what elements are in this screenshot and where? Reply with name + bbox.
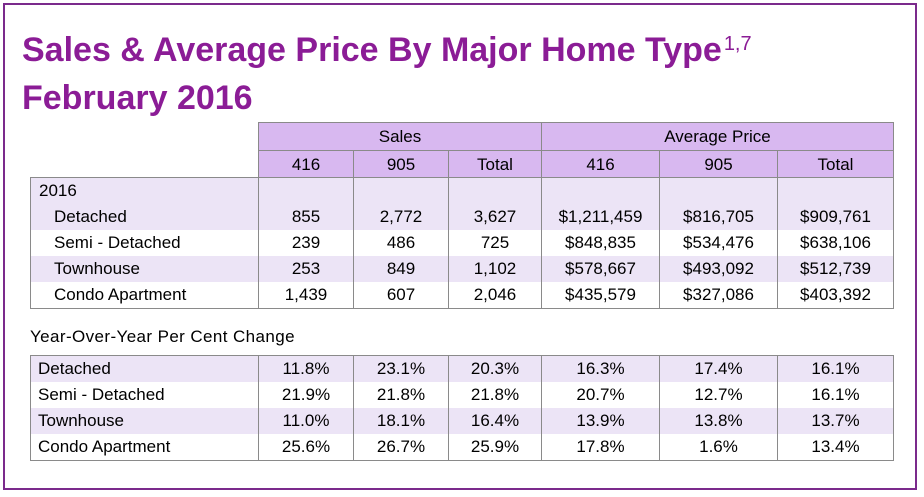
header-group-sales: Sales <box>258 122 542 151</box>
header-col-price-416: 416 <box>541 150 660 179</box>
cell: 21.8% <box>448 382 542 408</box>
header-col-sales-416: 416 <box>258 150 354 179</box>
table-row: Semi - Detached 21.9% 21.8% 21.8% 20.7% … <box>30 382 894 408</box>
cell: 20.7% <box>541 382 660 408</box>
table-row: Townhouse 253 849 1,102 $578,667 $493,09… <box>30 256 894 282</box>
table-row: Townhouse 11.0% 18.1% 16.4% 13.9% 13.8% … <box>30 408 894 434</box>
cell: 607 <box>353 282 449 309</box>
cell: 12.7% <box>659 382 778 408</box>
row-label: Semi - Detached <box>30 382 259 408</box>
cell: 16.3% <box>541 355 660 382</box>
table-row: Detached 11.8% 23.1% 20.3% 16.3% 17.4% 1… <box>30 355 894 382</box>
cell: $638,106 <box>777 230 894 256</box>
cell: $578,667 <box>541 256 660 282</box>
cell: $1,211,459 <box>541 204 660 230</box>
cell: $435,579 <box>541 282 660 309</box>
cell: 13.9% <box>541 408 660 434</box>
header-col-sales-total: Total <box>448 150 542 179</box>
cell: 17.4% <box>659 355 778 382</box>
cell: 3,627 <box>448 204 542 230</box>
page-title: Sales & Average Price By Major Home Type… <box>22 26 752 122</box>
cell: 239 <box>258 230 354 256</box>
cell: 2,046 <box>448 282 542 309</box>
row-label: Semi - Detached <box>30 230 259 256</box>
cell: 21.8% <box>353 382 449 408</box>
yoy-change-table: Detached 11.8% 23.1% 20.3% 16.3% 17.4% 1… <box>30 355 894 461</box>
cell: $848,835 <box>541 230 660 256</box>
table-row: Condo Apartment 25.6% 26.7% 25.9% 17.8% … <box>30 434 894 461</box>
row-label: Detached <box>30 204 259 230</box>
cell: $909,761 <box>777 204 894 230</box>
row-label: Condo Apartment <box>30 434 259 461</box>
cell: $534,476 <box>659 230 778 256</box>
table-row: Semi - Detached 239 486 725 $848,835 $53… <box>30 230 894 256</box>
cell: 16.1% <box>777 382 894 408</box>
cell: 23.1% <box>353 355 449 382</box>
cell: 25.6% <box>258 434 354 461</box>
cell: 253 <box>258 256 354 282</box>
table-row: Detached 855 2,772 3,627 $1,211,459 $816… <box>30 204 894 230</box>
header-group-average-price: Average Price <box>541 122 894 151</box>
year-label: 2016 <box>30 177 259 204</box>
cell: 16.4% <box>448 408 542 434</box>
header-col-price-905: 905 <box>659 150 778 179</box>
title-line2: February 2016 <box>22 79 253 117</box>
sales-2016-table: 2016 Detached 855 2,772 3,627 $1,211,459… <box>30 177 894 309</box>
cell: $512,739 <box>777 256 894 282</box>
cell: 13.4% <box>777 434 894 461</box>
row-label: Detached <box>30 355 259 382</box>
cell: 2,772 <box>353 204 449 230</box>
cell: 16.1% <box>777 355 894 382</box>
row-label: Townhouse <box>30 408 259 434</box>
cell: 1,102 <box>448 256 542 282</box>
column-header-table: Sales Average Price 416 905 Total 416 90… <box>258 122 894 179</box>
cell: $493,092 <box>659 256 778 282</box>
year-row: 2016 <box>30 177 894 204</box>
cell: 486 <box>353 230 449 256</box>
header-col-sales-905: 905 <box>353 150 449 179</box>
cell: 13.8% <box>659 408 778 434</box>
cell: 18.1% <box>353 408 449 434</box>
cell: 17.8% <box>541 434 660 461</box>
title-footnote-ref: 1,7 <box>723 33 752 55</box>
cell: $327,086 <box>659 282 778 309</box>
row-label: Condo Apartment <box>30 282 259 309</box>
cell: 855 <box>258 204 354 230</box>
cell: 1.6% <box>659 434 778 461</box>
cell: 20.3% <box>448 355 542 382</box>
cell: 13.7% <box>777 408 894 434</box>
cell: $403,392 <box>777 282 894 309</box>
title-line1: Sales & Average Price By Major Home Type <box>22 31 722 69</box>
cell: 725 <box>448 230 542 256</box>
cell: 1,439 <box>258 282 354 309</box>
cell: 11.0% <box>258 408 354 434</box>
cell: 25.9% <box>448 434 542 461</box>
header-col-price-total: Total <box>777 150 894 179</box>
cell: 26.7% <box>353 434 449 461</box>
cell: 849 <box>353 256 449 282</box>
cell: 11.8% <box>258 355 354 382</box>
table-row: Condo Apartment 1,439 607 2,046 $435,579… <box>30 282 894 309</box>
cell: $816,705 <box>659 204 778 230</box>
row-label: Townhouse <box>30 256 259 282</box>
section-label-yoy: Year-Over-Year Per Cent Change <box>30 327 295 346</box>
cell: 21.9% <box>258 382 354 408</box>
